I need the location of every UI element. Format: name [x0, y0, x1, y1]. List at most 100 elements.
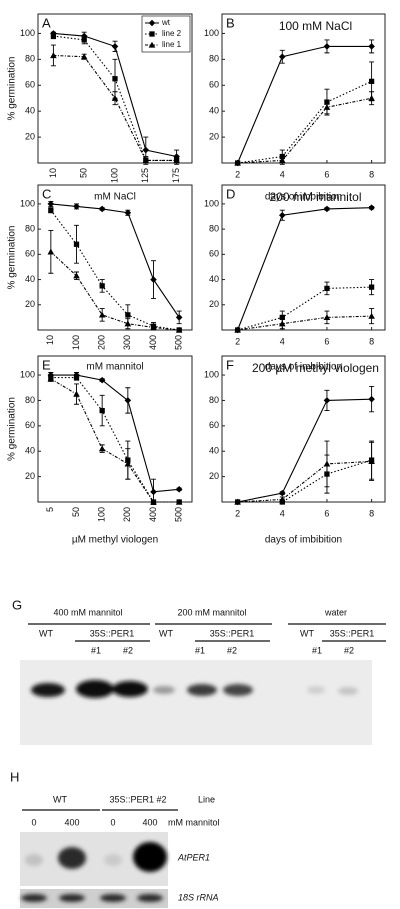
marker [47, 375, 55, 382]
marker [47, 248, 55, 255]
marker [98, 205, 106, 213]
plot-frame [221, 184, 386, 331]
marker [73, 272, 80, 279]
x-tick-label: 300 [122, 335, 132, 350]
series-line [50, 377, 180, 503]
marker [73, 241, 80, 247]
y-tick-label: 20 [25, 471, 35, 481]
chart-title: 100 mM NaCl [279, 19, 352, 33]
series-line [237, 286, 372, 331]
marker [368, 395, 375, 403]
y-tick-label: 100 [204, 369, 219, 379]
marker [175, 314, 183, 321]
panel-label: C [42, 186, 51, 201]
marker [278, 489, 286, 497]
marker [324, 285, 330, 292]
series-line [237, 97, 372, 164]
lane-label: 35S::PER1 [90, 628, 135, 638]
group-title: 200 mM mannitol [177, 607, 246, 617]
y-tick-label: 60 [25, 80, 35, 90]
lane-label: WT [159, 628, 173, 638]
x-tick-label: 500 [174, 335, 184, 350]
marker [48, 207, 54, 213]
x-tick-label: 500 [174, 507, 184, 522]
lane-label: #1 [195, 645, 205, 655]
marker [278, 320, 286, 327]
marker [124, 460, 132, 467]
marker [368, 94, 375, 101]
y-tick-label: 80 [209, 395, 219, 405]
panel-label: E [42, 357, 51, 372]
series-line [50, 251, 180, 331]
marker [99, 283, 105, 289]
x-tick-label: 100 [97, 507, 107, 522]
marker [368, 312, 375, 319]
y-tick-label: 60 [25, 249, 35, 259]
marker [323, 205, 331, 213]
marker [175, 486, 183, 493]
x-axis-label: µM methyl viologen [72, 535, 158, 546]
lane-label: 35S::PER1 #2 [109, 794, 166, 804]
x-tick-label: 2 [235, 508, 240, 518]
x-tick-label: 10 [48, 168, 58, 178]
y-tick-label: 60 [209, 80, 219, 90]
y-tick-label: 60 [25, 420, 35, 430]
marker [150, 324, 157, 331]
blot-h: H WT 35S::PER1 #2 Line 0 400 0 400 mM ma… [10, 769, 220, 908]
dose: 0 [110, 817, 115, 827]
marker [234, 159, 241, 166]
x-axis-label: days of imbibition [265, 362, 342, 373]
legend-label: wt [161, 18, 171, 27]
series-line [237, 80, 372, 164]
x-tick-label: 200 [122, 507, 132, 522]
bands [31, 680, 358, 698]
marker [234, 498, 241, 505]
marker [234, 326, 241, 333]
x-tick-label: 10 [45, 335, 55, 345]
marker [323, 397, 331, 404]
x-tick-label: 8 [369, 336, 374, 346]
marker [173, 157, 180, 164]
series-line [237, 398, 372, 503]
y-tick-label: 100 [204, 28, 219, 38]
x-tick-label: 50 [71, 507, 81, 517]
y-tick-label: 80 [25, 395, 35, 405]
marker [323, 103, 331, 110]
marker [175, 498, 183, 505]
marker [81, 37, 87, 43]
probe: AtPER1 [177, 852, 210, 862]
marker [124, 320, 132, 327]
marker [323, 314, 331, 321]
x-tick-label: 2 [235, 336, 240, 346]
dose: 400 [64, 817, 79, 827]
lane-label: #1 [312, 645, 322, 655]
marker [124, 397, 132, 404]
series-line [237, 207, 372, 331]
marker [278, 496, 286, 503]
lane-label: #1 [91, 645, 101, 655]
marker [278, 157, 286, 164]
x-tick-label: 50 [79, 168, 89, 178]
y-tick-label: 20 [209, 299, 219, 309]
series-line [50, 203, 180, 318]
panel-label: H [10, 769, 19, 784]
lane-label: #2 [227, 645, 237, 655]
marker [73, 374, 80, 381]
y-tick-label: 40 [209, 106, 219, 116]
gel [20, 889, 168, 908]
marker [175, 326, 183, 333]
plot-frame [37, 13, 193, 164]
x-tick-label: 400 [148, 507, 158, 522]
marker [99, 407, 105, 414]
marker [279, 314, 285, 321]
lane-label: WT [300, 628, 314, 638]
x-tick-label: 4 [280, 169, 285, 179]
x-tick-label: 8 [369, 169, 374, 179]
marker [142, 146, 150, 154]
y-tick-label: 100 [20, 198, 35, 208]
plot-frame [221, 355, 386, 503]
series-line [50, 378, 180, 503]
x-tick-label: 400 [148, 335, 158, 350]
plot-frame [221, 13, 386, 164]
